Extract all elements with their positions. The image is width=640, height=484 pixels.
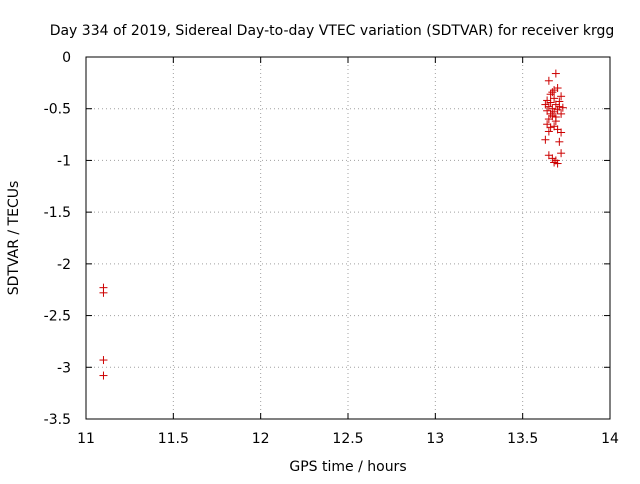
data-point: [544, 102, 553, 111]
x-tick-label: 13.5: [507, 431, 538, 447]
data-point: [99, 288, 108, 297]
data-point: [543, 96, 552, 105]
y-tick-label: -2.5: [44, 309, 71, 325]
data-point: [550, 158, 559, 167]
y-tick-label: -3: [57, 360, 71, 376]
data-point: [544, 127, 553, 136]
x-tick-label: 11.5: [158, 431, 189, 447]
data-point: [555, 97, 564, 106]
data-points: [99, 69, 567, 380]
y-tick-label: -0.5: [44, 102, 71, 118]
data-point: [546, 90, 555, 99]
data-point: [550, 86, 559, 95]
data-point: [551, 117, 560, 126]
data-point: [557, 128, 566, 137]
y-tick-label: -3.5: [44, 412, 71, 428]
data-point: [544, 76, 553, 85]
data-point: [548, 88, 557, 97]
data-point: [553, 159, 562, 168]
data-point: [555, 137, 564, 146]
y-tick-label: -2: [57, 257, 71, 273]
x-tick-label: 12.5: [332, 431, 363, 447]
x-tick-label: 11: [77, 431, 95, 447]
data-point: [558, 103, 567, 112]
data-point: [553, 105, 562, 114]
x-tick-label: 12: [252, 431, 270, 447]
data-point: [546, 123, 555, 132]
axis-ticks: [85, 56, 611, 420]
data-point: [557, 109, 566, 118]
y-tick-label: 0: [62, 50, 71, 66]
data-point: [546, 98, 555, 107]
y-tick-label: -1: [57, 153, 71, 169]
data-point: [550, 94, 559, 103]
x-axis-label: GPS time / hours: [289, 459, 406, 475]
y-tick-label: -1.5: [44, 205, 71, 221]
data-point: [550, 107, 559, 116]
data-point: [99, 356, 108, 365]
data-point: [557, 92, 566, 101]
chart-title: Day 334 of 2019, Sidereal Day-to-day VTE…: [50, 23, 615, 39]
x-tick-label: 14: [601, 431, 619, 447]
data-point: [557, 149, 566, 158]
grid-lines: [86, 57, 610, 419]
tick-labels: 11 11.5 12 12.5 13 13.5 14 0 -0.5 -1 -1.5 -2 -2.5 -3 -…: [44, 50, 619, 447]
x-tick-label: 13: [426, 431, 444, 447]
data-point: [553, 84, 562, 93]
data-point: [551, 69, 560, 78]
data-point: [541, 135, 550, 144]
data-point: [544, 115, 553, 124]
data-point: [548, 154, 557, 163]
y-axis-label: SDTVAR / TECUs: [6, 181, 22, 296]
data-point: [546, 109, 555, 118]
data-point: [99, 371, 108, 380]
data-point: [541, 100, 550, 109]
